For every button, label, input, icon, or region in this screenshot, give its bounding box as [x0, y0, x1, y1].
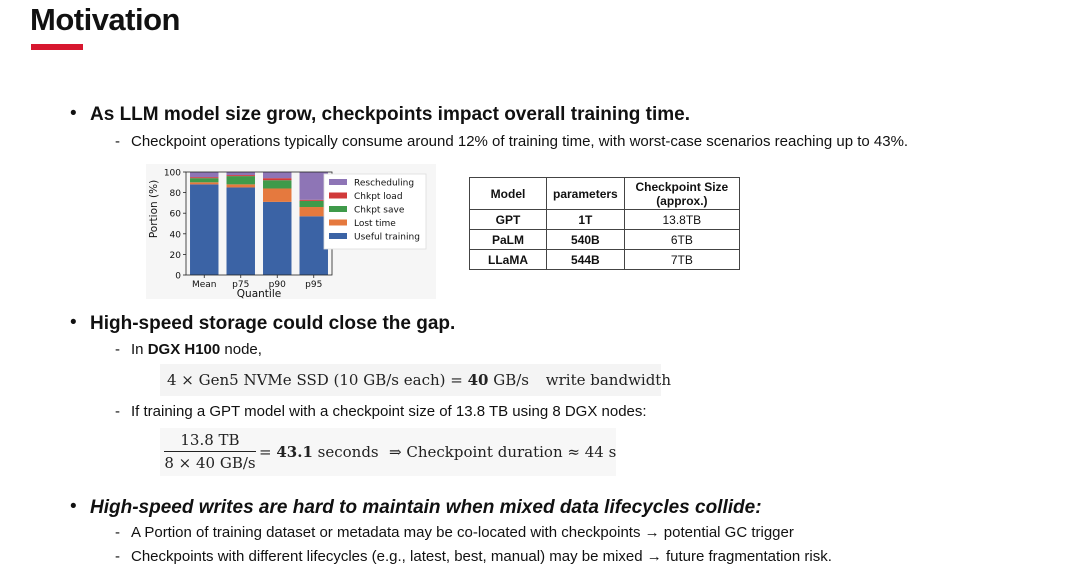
chart-y-axis-label: Portion (%) — [148, 180, 160, 238]
bar-segment — [263, 178, 292, 181]
bar-segment — [190, 178, 219, 183]
bar-segment — [226, 172, 255, 176]
table-cell: GPT — [469, 209, 547, 230]
bar-segment — [299, 216, 328, 275]
bullet-1-sub-1: - Checkpoint operations typically consum… — [115, 133, 909, 150]
bar-segment — [263, 172, 292, 179]
x-tick-label: Mean — [192, 280, 217, 290]
bullet-2: • High-speed storage could close the gap… — [70, 312, 456, 335]
duration-conclusion: ⇒ Checkpoint duration ≈ 44 s — [389, 443, 617, 461]
table-cell: 6TB — [623, 229, 741, 250]
table-header-row: Model parameters Checkpoint Size (approx.… — [469, 177, 741, 210]
checkpoint-size-table: Model parameters Checkpoint Size (approx.… — [469, 177, 741, 270]
bullet-2-sub-1: - In DGX H100 node, — [115, 341, 262, 358]
bar-segment — [263, 188, 292, 202]
bar-segment — [190, 172, 219, 178]
bar-segment — [226, 187, 255, 275]
bullet-3-sub-1-text: A Portion of training dataset or metadat… — [131, 524, 794, 541]
legend-label: Rescheduling — [354, 179, 414, 189]
bar-segment — [299, 172, 328, 200]
bullet-3-sub-2-text: Checkpoints with different lifecycles (e… — [131, 548, 832, 565]
bullet-dot: • — [70, 312, 77, 333]
y-tick-label: 100 — [164, 169, 181, 179]
bar-segment — [263, 180, 292, 189]
slide-title: Motivation — [30, 2, 181, 37]
duration-formula: 13.8 TB 8 × 40 GB/s = 43.1 seconds ⇒ Che… — [160, 428, 616, 476]
bullet-2-text: High-speed storage could close the gap. — [90, 313, 456, 334]
bullet-1-sub-1-text: Checkpoint operations typically consume … — [131, 133, 909, 150]
table-cell: 544B — [546, 249, 625, 270]
y-tick-label: 20 — [170, 251, 182, 261]
legend-label: Useful training — [354, 233, 420, 243]
duration-result: = 43.1 seconds — [259, 443, 379, 461]
table-header-parameters: parameters — [546, 177, 625, 210]
table-cell: 1T — [546, 209, 625, 230]
bar-segment — [263, 201, 292, 275]
y-tick-label: 40 — [170, 230, 182, 240]
bullet-2-sub-2-text: If training a GPT model with a checkpoin… — [131, 403, 647, 420]
bullet-dot: • — [70, 496, 77, 517]
bar-segment — [190, 177, 219, 179]
bullet-3-sub-1: - A Portion of training dataset or metad… — [115, 524, 794, 541]
chart-bars — [190, 172, 328, 275]
x-tick-label: p95 — [305, 280, 322, 290]
table-row: GPT 1T 13.8TB — [469, 209, 741, 230]
chart-y-ticks: 0 20 40 60 80 100 — [164, 169, 186, 282]
bullet-3: • High-speed writes are hard to maintain… — [70, 496, 762, 519]
legend-swatch — [329, 192, 347, 199]
bullet-3-text: High-speed writes are hard to maintain w… — [90, 497, 762, 518]
legend-label: Chkpt save — [354, 206, 405, 216]
table-cell: PaLM — [469, 229, 547, 250]
checkpoint-overhead-chart: 0 20 40 60 80 100 Mean p75 p90 p95 Portion (%) Q… — [146, 164, 436, 299]
table-header-model: Model — [469, 177, 547, 210]
y-tick-label: 80 — [170, 189, 182, 199]
table-cell: 7TB — [623, 249, 741, 270]
bullet-1-text: As LLM model size grow, checkpoints impa… — [90, 104, 691, 125]
bullet-3-sub-2: - Checkpoints with different lifecycles … — [115, 548, 832, 565]
bar-segment — [190, 182, 219, 185]
bar-segment — [299, 200, 328, 208]
legend-label: Chkpt load — [354, 192, 403, 202]
table-row: LLaMA 544B 7TB — [469, 249, 741, 270]
y-tick-label: 0 — [175, 272, 181, 282]
bar-segment — [226, 176, 255, 185]
dgx-h100-label: DGX H100 — [147, 341, 221, 358]
bullet-dot: • — [70, 103, 77, 124]
legend-swatch — [329, 219, 347, 226]
x-tick-label: p90 — [269, 280, 286, 290]
table-cell: LLaMA — [469, 249, 547, 270]
chart-x-ticks: Mean p75 p90 p95 — [192, 275, 322, 290]
legend-swatch — [329, 206, 347, 212]
formula-note: write bandwidth — [545, 371, 671, 389]
legend-swatch — [329, 179, 347, 185]
chart-x-axis-label: Quantile — [237, 288, 281, 299]
fraction-numerator: 13.8 TB — [180, 431, 240, 449]
table-cell: 540B — [546, 229, 625, 250]
legend-label: Lost time — [354, 219, 396, 229]
table-row: PaLM 540B 6TB — [469, 229, 741, 250]
bullet-1: • As LLM model size grow, checkpoints im… — [70, 103, 691, 126]
bar-segment — [226, 184, 255, 188]
bandwidth-formula: 4 × Gen5 NVMe SSD (10 GB/s each) = 40 GB… — [160, 364, 671, 396]
bar-segment — [226, 175, 255, 177]
title-accent-bar — [31, 44, 83, 50]
bullet-2-sub-2: - If training a GPT model with a checkpo… — [115, 403, 647, 420]
legend-swatch — [329, 233, 347, 239]
bar-segment — [299, 207, 328, 217]
table-header-checkpoint-size: Checkpoint Size (approx.) — [623, 177, 741, 210]
bar-segment — [299, 199, 328, 201]
y-tick-label: 60 — [170, 210, 182, 220]
fraction-bar — [164, 451, 256, 452]
fraction-denominator: 8 × 40 GB/s — [164, 454, 256, 472]
bar-segment — [190, 184, 219, 275]
x-tick-label: p75 — [232, 280, 249, 290]
chart-legend: Rescheduling Chkpt load Chkpt save Lost tim… — [329, 179, 420, 243]
table-cell: 13.8TB — [623, 209, 741, 230]
